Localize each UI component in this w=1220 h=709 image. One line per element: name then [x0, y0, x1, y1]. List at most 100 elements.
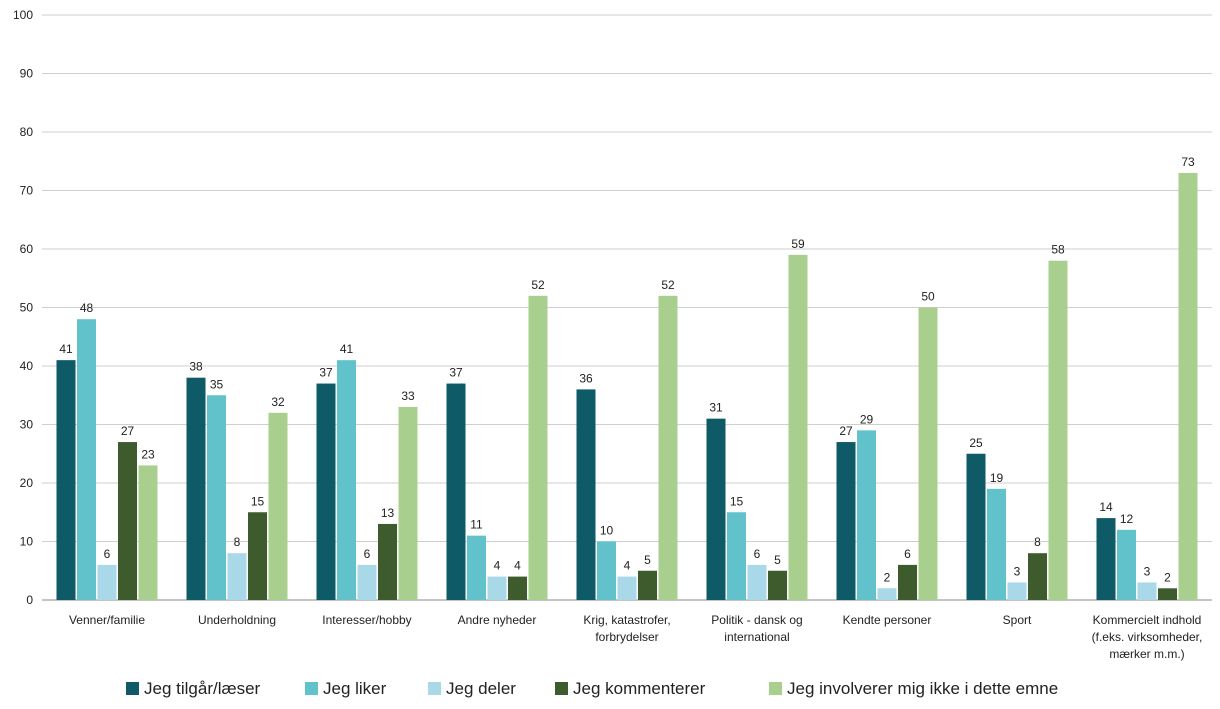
data-label: 32 — [271, 395, 285, 409]
data-label: 11 — [470, 518, 483, 532]
legend-swatch — [769, 682, 782, 695]
bar — [597, 541, 616, 600]
data-label: 50 — [921, 290, 935, 304]
bar — [1048, 260, 1068, 600]
bar — [248, 512, 267, 600]
y-tick-label: 0 — [26, 593, 33, 607]
bar — [877, 588, 897, 600]
x-tick-label: forbrydelser — [595, 630, 658, 644]
bar — [747, 564, 767, 600]
x-tick-label: Sport — [1003, 613, 1032, 627]
legend-swatch — [126, 682, 139, 695]
x-tick-label: Krig, katastrofer, — [583, 613, 670, 627]
y-tick-label: 50 — [20, 301, 34, 315]
legend-label: Jeg kommenterer — [573, 679, 706, 698]
data-label: 4 — [494, 559, 501, 573]
bar — [706, 418, 726, 600]
data-label: 37 — [449, 366, 463, 380]
bar — [1096, 518, 1116, 600]
bar — [788, 254, 808, 600]
data-label: 6 — [364, 547, 371, 561]
bar — [207, 395, 226, 600]
y-tick-label: 10 — [20, 535, 34, 549]
bar — [987, 488, 1006, 600]
data-label: 6 — [904, 547, 911, 561]
data-label: 27 — [839, 424, 853, 438]
data-label: 4 — [624, 559, 631, 573]
data-label: 41 — [340, 342, 354, 356]
bar — [1117, 529, 1136, 600]
data-label: 15 — [251, 494, 265, 508]
legend-label: Jeg liker — [323, 679, 387, 698]
data-label: 19 — [990, 471, 1004, 485]
x-tick-label: Underholdning — [198, 613, 276, 627]
bar — [467, 535, 486, 600]
y-tick-label: 20 — [20, 476, 34, 490]
x-tick-label: Kendte personer — [843, 613, 932, 627]
x-tick-label: (f.eks. virksomheder, — [1092, 630, 1203, 644]
x-tick-label: Venner/familie — [69, 613, 145, 627]
y-tick-label: 80 — [20, 125, 34, 139]
bar — [658, 295, 678, 600]
data-label: 23 — [141, 447, 155, 461]
data-label: 36 — [579, 371, 593, 385]
data-label: 38 — [189, 360, 203, 374]
bar — [528, 295, 548, 600]
data-label: 5 — [644, 553, 651, 567]
data-label: 15 — [730, 494, 744, 508]
x-axis-category-labels: Venner/familie Underholdning Interesser/ho… — [69, 613, 1202, 661]
data-label: 8 — [1034, 535, 1041, 549]
y-tick-label: 30 — [20, 418, 34, 432]
bar — [337, 360, 356, 600]
legend-label: Jeg tilgår/læser — [144, 679, 261, 698]
data-label: 27 — [121, 424, 135, 438]
bar — [857, 430, 876, 600]
data-label: 25 — [969, 436, 983, 450]
legend-swatch — [428, 682, 441, 695]
bar — [898, 564, 917, 600]
y-tick-label: 70 — [20, 184, 34, 198]
bar — [508, 576, 527, 600]
bar — [446, 383, 466, 600]
bar — [1007, 582, 1027, 600]
x-tick-label: Andre nyheder — [458, 613, 537, 627]
data-label: 4 — [514, 559, 521, 573]
bar — [1137, 582, 1157, 600]
bar — [1178, 172, 1198, 600]
x-tick-label: Politik - dansk og — [711, 613, 802, 627]
x-tick-label: Interesser/hobby — [322, 613, 411, 627]
y-tick-label: 40 — [20, 359, 34, 373]
data-label: 12 — [1120, 512, 1134, 526]
bars — [56, 172, 1198, 600]
bar — [56, 360, 76, 600]
data-label: 6 — [754, 547, 761, 561]
data-label: 3 — [1014, 564, 1021, 578]
x-tick-label: international — [724, 630, 789, 644]
data-label: 48 — [80, 301, 94, 315]
x-tick-label: Kommercielt indhold — [1093, 613, 1202, 627]
data-label: 5 — [774, 553, 781, 567]
bar — [768, 570, 787, 600]
data-label: 29 — [860, 412, 874, 426]
bar — [77, 319, 96, 600]
data-label: 59 — [791, 237, 805, 251]
bar — [398, 406, 418, 600]
data-label: 2 — [884, 570, 891, 584]
y-axis-ticks: 0 10 20 30 40 50 60 70 80 90 100 — [13, 8, 33, 607]
bar — [227, 553, 247, 600]
data-label: 73 — [1181, 155, 1195, 169]
bar — [357, 564, 377, 600]
y-tick-label: 90 — [20, 67, 34, 81]
data-label: 13 — [381, 506, 395, 520]
data-label: 8 — [234, 535, 241, 549]
bar — [836, 442, 856, 600]
data-label: 33 — [401, 389, 415, 403]
data-label: 52 — [661, 278, 675, 292]
bar — [138, 465, 158, 600]
legend-label: Jeg involverer mig ikke i dette emne — [787, 679, 1058, 698]
bar — [576, 389, 596, 600]
x-tick-label: mærker m.m.) — [1109, 647, 1184, 661]
data-label: 37 — [319, 366, 333, 380]
